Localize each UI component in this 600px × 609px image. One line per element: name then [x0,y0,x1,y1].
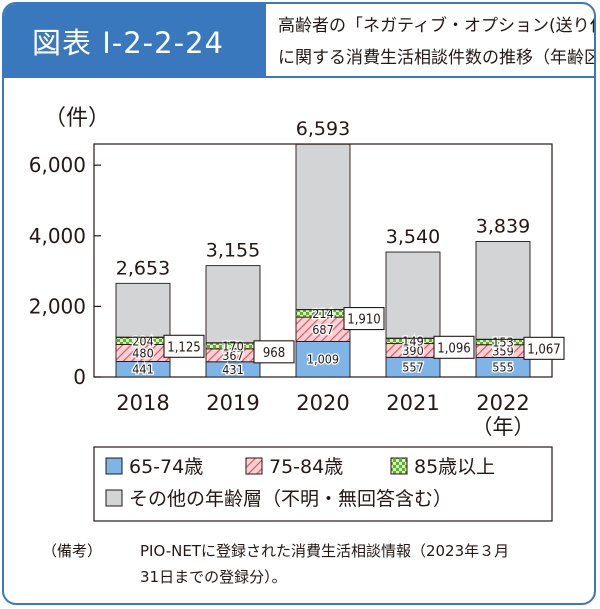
segment-value-label: 359 [492,344,513,359]
segment-value-label: 480 [132,345,153,360]
elderly-total-box [343,307,385,331]
bar-total-label: 3,839 [476,215,530,237]
bar-segment-other [385,251,441,339]
segment-value-label: 390 [402,343,423,358]
note-label: （備考） [42,542,103,560]
segment-value-label: 367 [222,348,243,363]
y-tick-label: 6,000 [29,153,86,177]
note-line-1: （備考） PIO-NETに登録された消費生活相談情報（2023年３月 [42,540,509,561]
legend-entry-label: 65-74歳 [129,456,203,478]
bar-segment-other [475,241,531,340]
bar-total-label: 3,540 [386,226,440,248]
segment-value-label: 214 [312,306,333,321]
figure-title-line-2: に関する消費生活相談件数の推移（年齢区分別） [278,48,596,68]
y-tick-label: 4,000 [29,224,86,248]
note-line-2: 31日までの登録分）。 [140,568,287,586]
y-axis-unit-label: （件） [44,106,111,131]
segment-value-label: 149 [402,333,423,348]
elderly-total-label: 1,910 [347,313,380,328]
legend-swatch-65-74 [105,457,123,475]
bar-segment-other [205,265,261,344]
y-tick-label: 0 [73,365,86,389]
segment-value-label: 204 [132,333,153,348]
figure-number-badge: 図表 I-2-2-24 [4,4,266,76]
x-tick-label: 2020 [296,391,349,415]
elderly-total-box [163,334,205,358]
legend-swatch-85-plus [390,457,408,475]
segment-value-label: 557 [402,360,423,375]
x-tick-label: 2022 [476,391,529,415]
x-tick-label: 2021 [386,391,439,415]
segment-value-label: 441 [132,362,153,377]
segment-value-label: 431 [222,362,243,377]
segment-value-label: 170 [222,338,243,353]
bar-total-label: 6,593 [296,118,350,140]
bar-segment-other [115,282,171,338]
x-tick-label: 2019 [206,391,259,415]
elderly-total-label: 1,125 [167,340,200,355]
figure-header: 図表 I-2-2-24 高齢者の「ネガティブ・オプション(送り付け商法)」 に関… [4,4,594,78]
legend-swatch-other [105,489,123,507]
legend-box [93,446,553,522]
legend-entry-label: 75-84歳 [269,456,343,478]
note-text-1: PIO-NETに登録された消費生活相談情報（2023年３月 [140,542,510,560]
x-tick-label: 2018 [116,391,169,415]
bar-total-label: 2,653 [116,257,170,279]
elderly-total-label: 1,067 [527,342,560,357]
elderly-total-label: 968 [263,346,285,361]
legend-swatch-75-84 [245,457,263,475]
bar-segment-75-84 [295,316,351,342]
legend-entry-label: その他の年齢層（不明・無回答含む） [129,488,452,510]
figure-title-line-1: 高齢者の「ネガティブ・オプション(送り付け商法)」 [278,16,594,36]
bar-segment-other [295,143,351,311]
elderly-total-box [433,335,475,359]
bar-segment-65-74 [295,340,351,378]
segment-value-label: 555 [492,360,513,375]
y-tick-label: 2,000 [29,294,86,318]
segment-value-label: 687 [312,322,333,337]
x-axis-unit-label: （年） [472,415,535,439]
legend-entry-label: 85歳以上 [414,456,495,478]
segment-value-label: 1,009 [307,352,339,367]
figure-number: 図表 I-2-2-24 [32,26,224,60]
elderly-total-label: 1,096 [437,341,470,356]
bar-total-label: 3,155 [206,240,260,262]
elderly-total-box [253,340,295,364]
segment-value-label: 153 [492,335,513,350]
elderly-total-box [523,336,565,360]
